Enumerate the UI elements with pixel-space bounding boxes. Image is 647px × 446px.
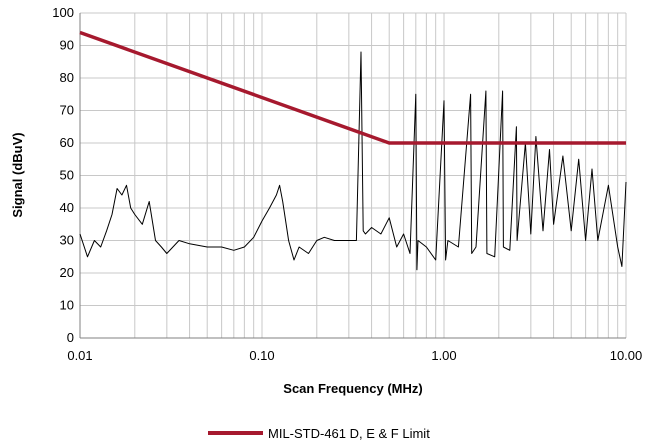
series-layer xyxy=(79,30,627,271)
y-tick-label: 0 xyxy=(67,330,74,345)
y-tick-label: 40 xyxy=(60,200,74,215)
y-tick-label: 70 xyxy=(60,103,74,118)
y-axis-title: Signal (dBuV) xyxy=(10,132,25,217)
x-axis-title: Scan Frequency (MHz) xyxy=(283,381,422,396)
label-layer: 0 10 20 30 40 50 60 70 80 90 100 0.01 0.10 1.00 10.00 xyxy=(52,5,642,363)
x-tick-label: 1.00 xyxy=(431,348,456,363)
y-tick-label: 50 xyxy=(60,168,74,183)
x-tick-label: 10.00 xyxy=(610,348,643,363)
y-tick-label: 60 xyxy=(60,135,74,150)
y-tick-label: 10 xyxy=(60,298,74,313)
x-tick-label: 0.01 xyxy=(67,348,92,363)
y-tick-label: 20 xyxy=(60,265,74,280)
y-tick-label: 100 xyxy=(52,5,74,20)
y-tick-label: 30 xyxy=(60,233,74,248)
legend-label-limit: MIL-STD-461 D, E & F Limit xyxy=(268,426,430,441)
series-line-limit xyxy=(79,30,626,145)
y-tick-label: 90 xyxy=(60,38,74,53)
x-tick-label: 0.10 xyxy=(249,348,274,363)
axis-layer xyxy=(79,13,626,339)
y-tick-label: 80 xyxy=(60,70,74,85)
series-line-scan xyxy=(79,51,627,271)
legend: MIL-STD-461 D, E & F Limit xyxy=(208,426,430,441)
